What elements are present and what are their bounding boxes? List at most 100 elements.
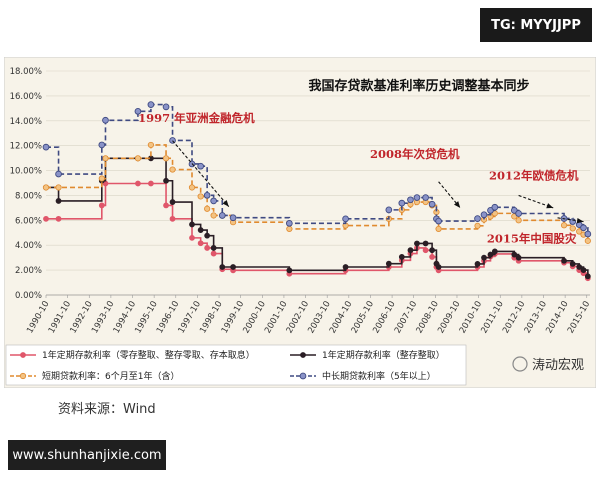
data-point [42,143,50,151]
data-point [189,221,195,228]
data-point [407,247,414,254]
data-point [147,141,155,149]
data-point [169,166,176,173]
legend-label: 中长期贷款利率（5年以上） [322,370,436,382]
data-point [189,234,195,241]
data-point [203,191,211,199]
data-point [299,372,307,380]
data-point [286,225,293,233]
data-point [398,254,405,260]
data-point [204,245,211,251]
y-tick-label: 10.00% [10,167,42,177]
data-point [569,260,576,267]
legend-item: 中长期贷款利率（5年以上） [290,370,436,382]
data-point [515,217,522,224]
data-point [229,214,237,222]
data-point [515,210,522,217]
data-point [474,260,481,267]
data-point [428,200,436,208]
data-point [474,222,481,229]
data-point [286,267,293,274]
data-point [102,116,109,124]
data-point [197,227,204,233]
data-point [560,222,568,229]
legend-item: 短期贷款利率：6个月至1年（含） [10,370,179,382]
data-point [134,107,142,115]
data-point [407,196,414,204]
y-tick-label: 6.00% [15,216,42,226]
data-point [511,251,518,258]
legend-label: 1年定期存款利率（整存整取） [322,349,445,361]
data-point [210,197,217,205]
data-point [102,155,109,162]
data-point [515,254,522,261]
data-point [474,215,481,222]
data-point [414,240,420,247]
y-tick-label: 2.00% [15,266,42,276]
annotation-arrow [172,140,230,208]
data-point [584,237,591,244]
data-point [43,215,49,222]
data-point [342,264,349,270]
data-point [55,170,62,178]
annotation-arrow [438,181,461,209]
brand-icon [512,356,528,372]
data-point [169,215,176,222]
data-point [569,225,576,232]
annotation-label: 2008年次贷危机 [370,147,460,161]
data-point [148,180,154,187]
data-point [300,352,306,358]
chart-title: 我国存贷款基准利率历史调整基本同步 [308,78,529,94]
data-point [576,228,583,235]
y-tick-label: 14.00% [10,117,42,127]
data-point [487,251,494,258]
data-point [398,199,406,207]
watermark-top: TG: MYYJJPP [480,8,592,42]
data-point [55,215,62,222]
data-point [584,273,591,280]
data-point [230,264,237,270]
arrow-head [546,203,554,209]
y-tick-label: 18.00% [10,67,42,77]
y-tick-label: 8.00% [15,191,42,201]
data-point [491,248,498,255]
data-point [435,264,442,270]
data-point [188,184,196,191]
data-point [162,155,170,162]
data-point [19,372,27,380]
data-point [385,206,393,214]
data-point [163,177,169,184]
data-point [576,264,583,270]
data-point [422,194,429,201]
data-point [584,230,592,238]
watermark-bottom: www.shunhanjixie.com [8,440,166,470]
annotation-label: 1997 年亚洲金融危机 [138,111,255,125]
data-point [197,240,204,247]
data-point [98,202,105,209]
data-point [422,240,429,247]
y-tick-label: 0.00% [15,291,42,301]
chart-container: 0.00% 2.00% 4.00% 6.00% 8.00% 10.00% 12.00% 14.… [3,56,597,389]
data-point [429,247,435,254]
data-point [197,193,204,200]
data-point [55,198,62,204]
data-point [491,203,499,211]
data-point [135,180,141,187]
data-point [435,225,442,233]
source-note: 资料来源：Wind [58,402,156,417]
data-point [134,155,142,162]
legend-label: 短期贷款利率：6个月至1年（含） [42,370,179,382]
chart-svg: 0.00% 2.00% 4.00% 6.00% 8.00% 10.00% 12.00% 14.… [3,56,597,389]
data-point [580,224,587,232]
data-point [163,202,169,209]
brand-logo: 涛动宏观 [512,356,584,373]
chart-background [3,56,597,389]
data-point [481,254,487,261]
data-point [342,215,349,223]
data-point [285,219,293,227]
data-point [219,264,226,270]
data-point [385,260,392,267]
data-point [210,212,217,219]
data-point [210,245,217,251]
legend-item: 1年定期存款利率（零存整取、整存零取、存本取息） [10,349,255,361]
